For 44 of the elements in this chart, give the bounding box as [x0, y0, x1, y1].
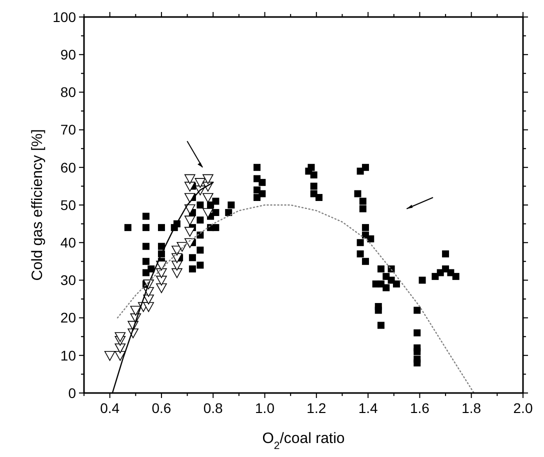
y-tick-label: 100	[52, 8, 76, 25]
y-axis-title: Cold gas efficiency [%]	[29, 129, 46, 281]
point	[184, 204, 196, 214]
x-tick-label: 1.8	[462, 400, 482, 416]
y-tick-label: 10	[60, 347, 76, 364]
y-tick-label: 30	[60, 272, 76, 288]
y-tick-label: 50	[60, 196, 76, 213]
point	[143, 302, 154, 312]
x-tick-label: 1.4	[358, 400, 378, 416]
point	[194, 178, 206, 188]
y-tick-label: 90	[60, 46, 76, 62]
y-tick-label: 80	[60, 84, 76, 100]
point	[184, 174, 196, 184]
y-tick-label: 20	[60, 310, 76, 326]
point	[114, 351, 126, 361]
point	[202, 174, 214, 184]
point	[202, 208, 214, 218]
x-tick-label: 2.0	[513, 400, 533, 416]
y-tick-label: 60	[60, 159, 76, 176]
y-tick-label: 70	[60, 122, 76, 138]
x-tick-label: 1.0	[255, 400, 275, 416]
point	[184, 238, 196, 248]
point	[172, 260, 182, 271]
y-tick-label: 40	[60, 234, 76, 250]
point	[130, 306, 142, 316]
point	[104, 351, 116, 361]
x-tick-label: 1.6	[410, 400, 430, 416]
point	[184, 226, 196, 237]
point	[114, 343, 126, 354]
point	[184, 216, 196, 226]
x-tick-label: 0.4	[100, 400, 120, 416]
x-tick-label: 0.8	[203, 400, 224, 416]
x-tick-label: 0.6	[152, 400, 172, 416]
point	[114, 332, 126, 342]
point	[172, 268, 182, 278]
point	[184, 182, 196, 192]
point	[156, 283, 167, 294]
point	[156, 276, 167, 286]
point	[184, 193, 196, 203]
point	[202, 193, 214, 203]
line-series	[116, 204, 475, 394]
x-tick-label: 1.2	[306, 400, 326, 416]
x-axis-title: O$_{2}$/coal ratio	[262, 430, 345, 452]
y-tick-label: 0	[68, 384, 76, 401]
